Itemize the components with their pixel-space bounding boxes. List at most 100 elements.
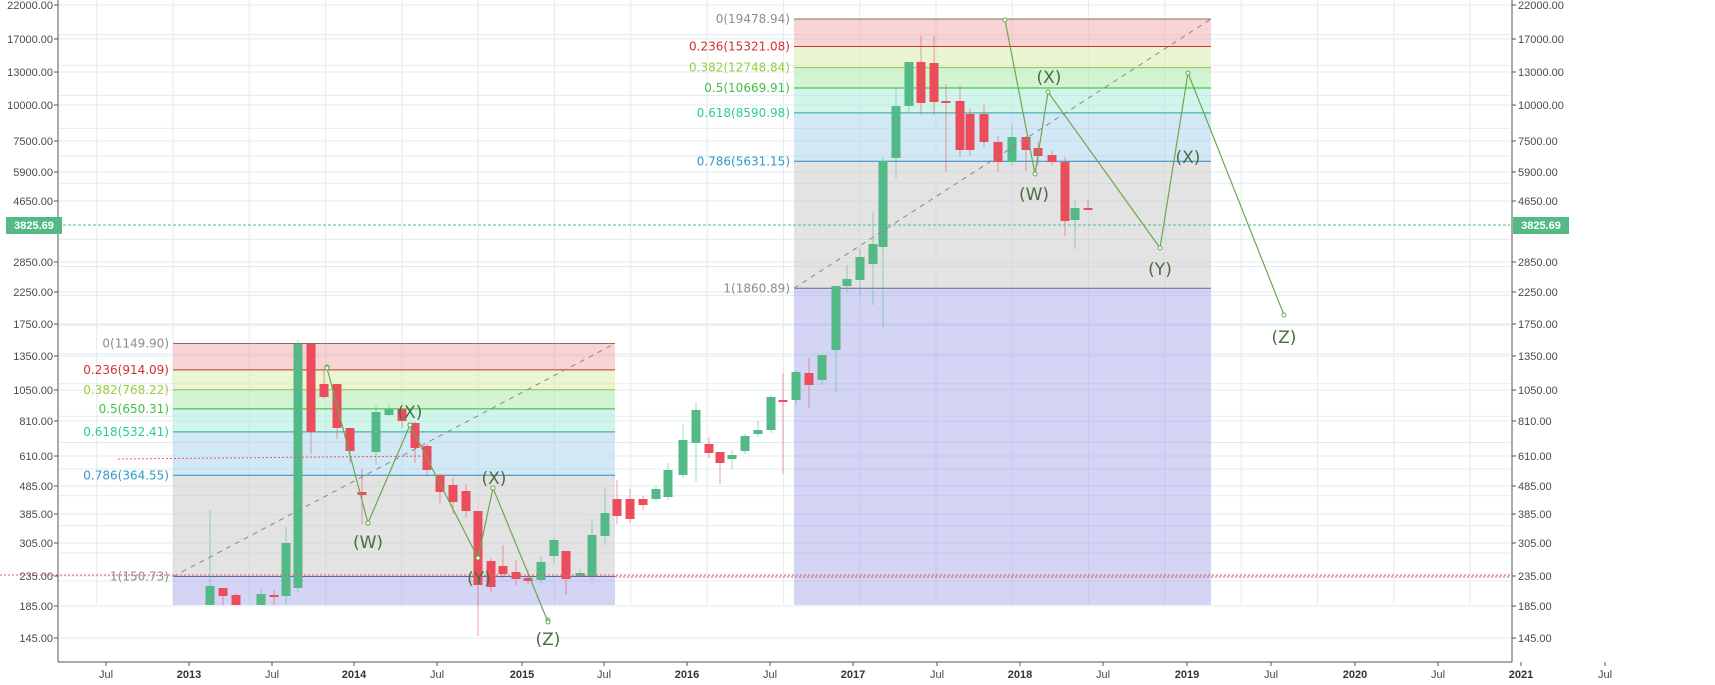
candle-body <box>766 397 776 430</box>
right-price-tag <box>1513 217 1569 234</box>
wave-point-handle[interactable] <box>407 422 413 428</box>
candle-down[interactable] <box>269 590 279 605</box>
candle-down[interactable] <box>941 84 951 172</box>
wave-point-handle[interactable] <box>1002 17 1008 23</box>
candle-down[interactable] <box>638 496 648 510</box>
left-price-label: 235.00 <box>19 571 53 583</box>
candle-up[interactable] <box>766 395 776 433</box>
candle-down[interactable] <box>357 469 367 524</box>
fib-zone <box>173 431 615 476</box>
candle-down[interactable] <box>955 86 965 157</box>
time-label: 2017 <box>841 669 865 681</box>
wave-point-handle[interactable] <box>1032 171 1038 177</box>
candle-up[interactable] <box>663 463 673 500</box>
candle-up[interactable] <box>868 212 878 305</box>
candle-body <box>371 412 381 452</box>
candle-down[interactable] <box>397 408 407 428</box>
candle-down[interactable] <box>231 593 241 605</box>
candle-up[interactable] <box>842 265 852 292</box>
candle-body <box>523 578 533 581</box>
candle-up[interactable] <box>256 588 266 605</box>
candle-up[interactable] <box>878 157 888 328</box>
fib-trend-line[interactable] <box>793 18 1212 289</box>
candle-down[interactable] <box>625 489 635 523</box>
right-price-label: 17000.00 <box>1518 34 1564 46</box>
elliott-wave-path[interactable] <box>1004 19 1285 316</box>
candle-body <box>791 372 801 400</box>
left-price-label: 1350.00 <box>13 351 53 363</box>
candle-down[interactable] <box>473 511 483 636</box>
candle-up[interactable] <box>817 355 827 385</box>
wave-point-handle[interactable] <box>490 485 496 491</box>
candle-down[interactable] <box>993 136 1003 172</box>
wave-point-handle[interactable] <box>1281 312 1287 318</box>
wave-point-handle[interactable] <box>324 365 330 371</box>
candle-up[interactable] <box>891 88 901 178</box>
candle-down[interactable] <box>461 484 471 518</box>
wave-point-handle[interactable] <box>545 619 551 625</box>
wave-point-handle[interactable] <box>1185 70 1191 76</box>
fib-level-label: 0.382(12748.84) <box>689 61 790 75</box>
resistance-line-dotted[interactable] <box>117 455 433 460</box>
candle-body <box>205 586 215 605</box>
time-label: Jul <box>430 669 444 681</box>
candle-down[interactable] <box>1047 151 1057 165</box>
candle-up[interactable] <box>727 450 737 469</box>
candle-down[interactable] <box>1021 136 1031 171</box>
wave-point-handle[interactable] <box>475 555 481 561</box>
candle-body <box>842 279 852 286</box>
candle-down[interactable] <box>218 588 228 605</box>
candle-down[interactable] <box>498 545 508 578</box>
wave-label: (Y) <box>1148 260 1172 280</box>
candle-up[interactable] <box>1007 125 1017 165</box>
candle-up[interactable] <box>855 248 865 297</box>
candle-up[interactable] <box>293 340 303 592</box>
axes: 22000.00 22000.00 17000.00 17000.00 13000.00… <box>6 0 1612 681</box>
fib-level-label: 0.5(10669.91) <box>704 81 790 95</box>
wave-point-handle[interactable] <box>365 520 371 526</box>
fib-retracements: 0(1149.90) 0.236(914.09) 0.382(768.22) 0.5(… <box>83 12 1211 605</box>
candle-down[interactable] <box>715 452 725 484</box>
candle-up[interactable] <box>753 421 763 437</box>
candle-down[interactable] <box>916 36 926 115</box>
candle-down[interactable] <box>778 373 788 474</box>
candle-down[interactable] <box>965 108 975 156</box>
wave-point-handle[interactable] <box>1157 245 1163 251</box>
elliott-wave-path[interactable] <box>326 367 549 623</box>
candle-down[interactable] <box>319 369 329 399</box>
right-price-label: 2850.00 <box>1518 257 1558 269</box>
candle-body <box>831 286 841 350</box>
candle-down[interactable] <box>1060 157 1070 236</box>
right-price-label: 235.00 <box>1518 571 1552 583</box>
candle-down[interactable] <box>612 480 622 524</box>
candle-down[interactable] <box>979 105 989 147</box>
candle-down[interactable] <box>1083 200 1093 210</box>
candle-down[interactable] <box>561 551 571 595</box>
candle-down[interactable] <box>486 558 496 592</box>
candle-up[interactable] <box>600 487 610 545</box>
candle-up[interactable] <box>587 519 597 580</box>
candle-body <box>612 499 622 516</box>
candle-up[interactable] <box>831 286 841 392</box>
candle-up[interactable] <box>281 527 291 605</box>
candle-up[interactable] <box>384 404 394 416</box>
candle-down[interactable] <box>804 358 814 408</box>
candle-down[interactable] <box>306 344 316 454</box>
candle-up[interactable] <box>536 556 546 585</box>
candle-up[interactable] <box>740 434 750 454</box>
candle-up[interactable] <box>549 538 559 563</box>
candle-up[interactable] <box>371 406 381 465</box>
candle-up[interactable] <box>651 486 661 501</box>
time-label: Jul <box>597 669 611 681</box>
candle-down[interactable] <box>929 36 939 115</box>
candle-up[interactable] <box>678 424 688 478</box>
candle-up[interactable] <box>691 402 701 482</box>
wave-point-handle[interactable] <box>1045 89 1051 95</box>
candle-up[interactable] <box>904 62 914 112</box>
candle-body <box>1047 155 1057 162</box>
candle-up[interactable] <box>791 370 801 405</box>
candle-down[interactable] <box>704 437 714 458</box>
fib-trend-line[interactable] <box>172 343 616 577</box>
